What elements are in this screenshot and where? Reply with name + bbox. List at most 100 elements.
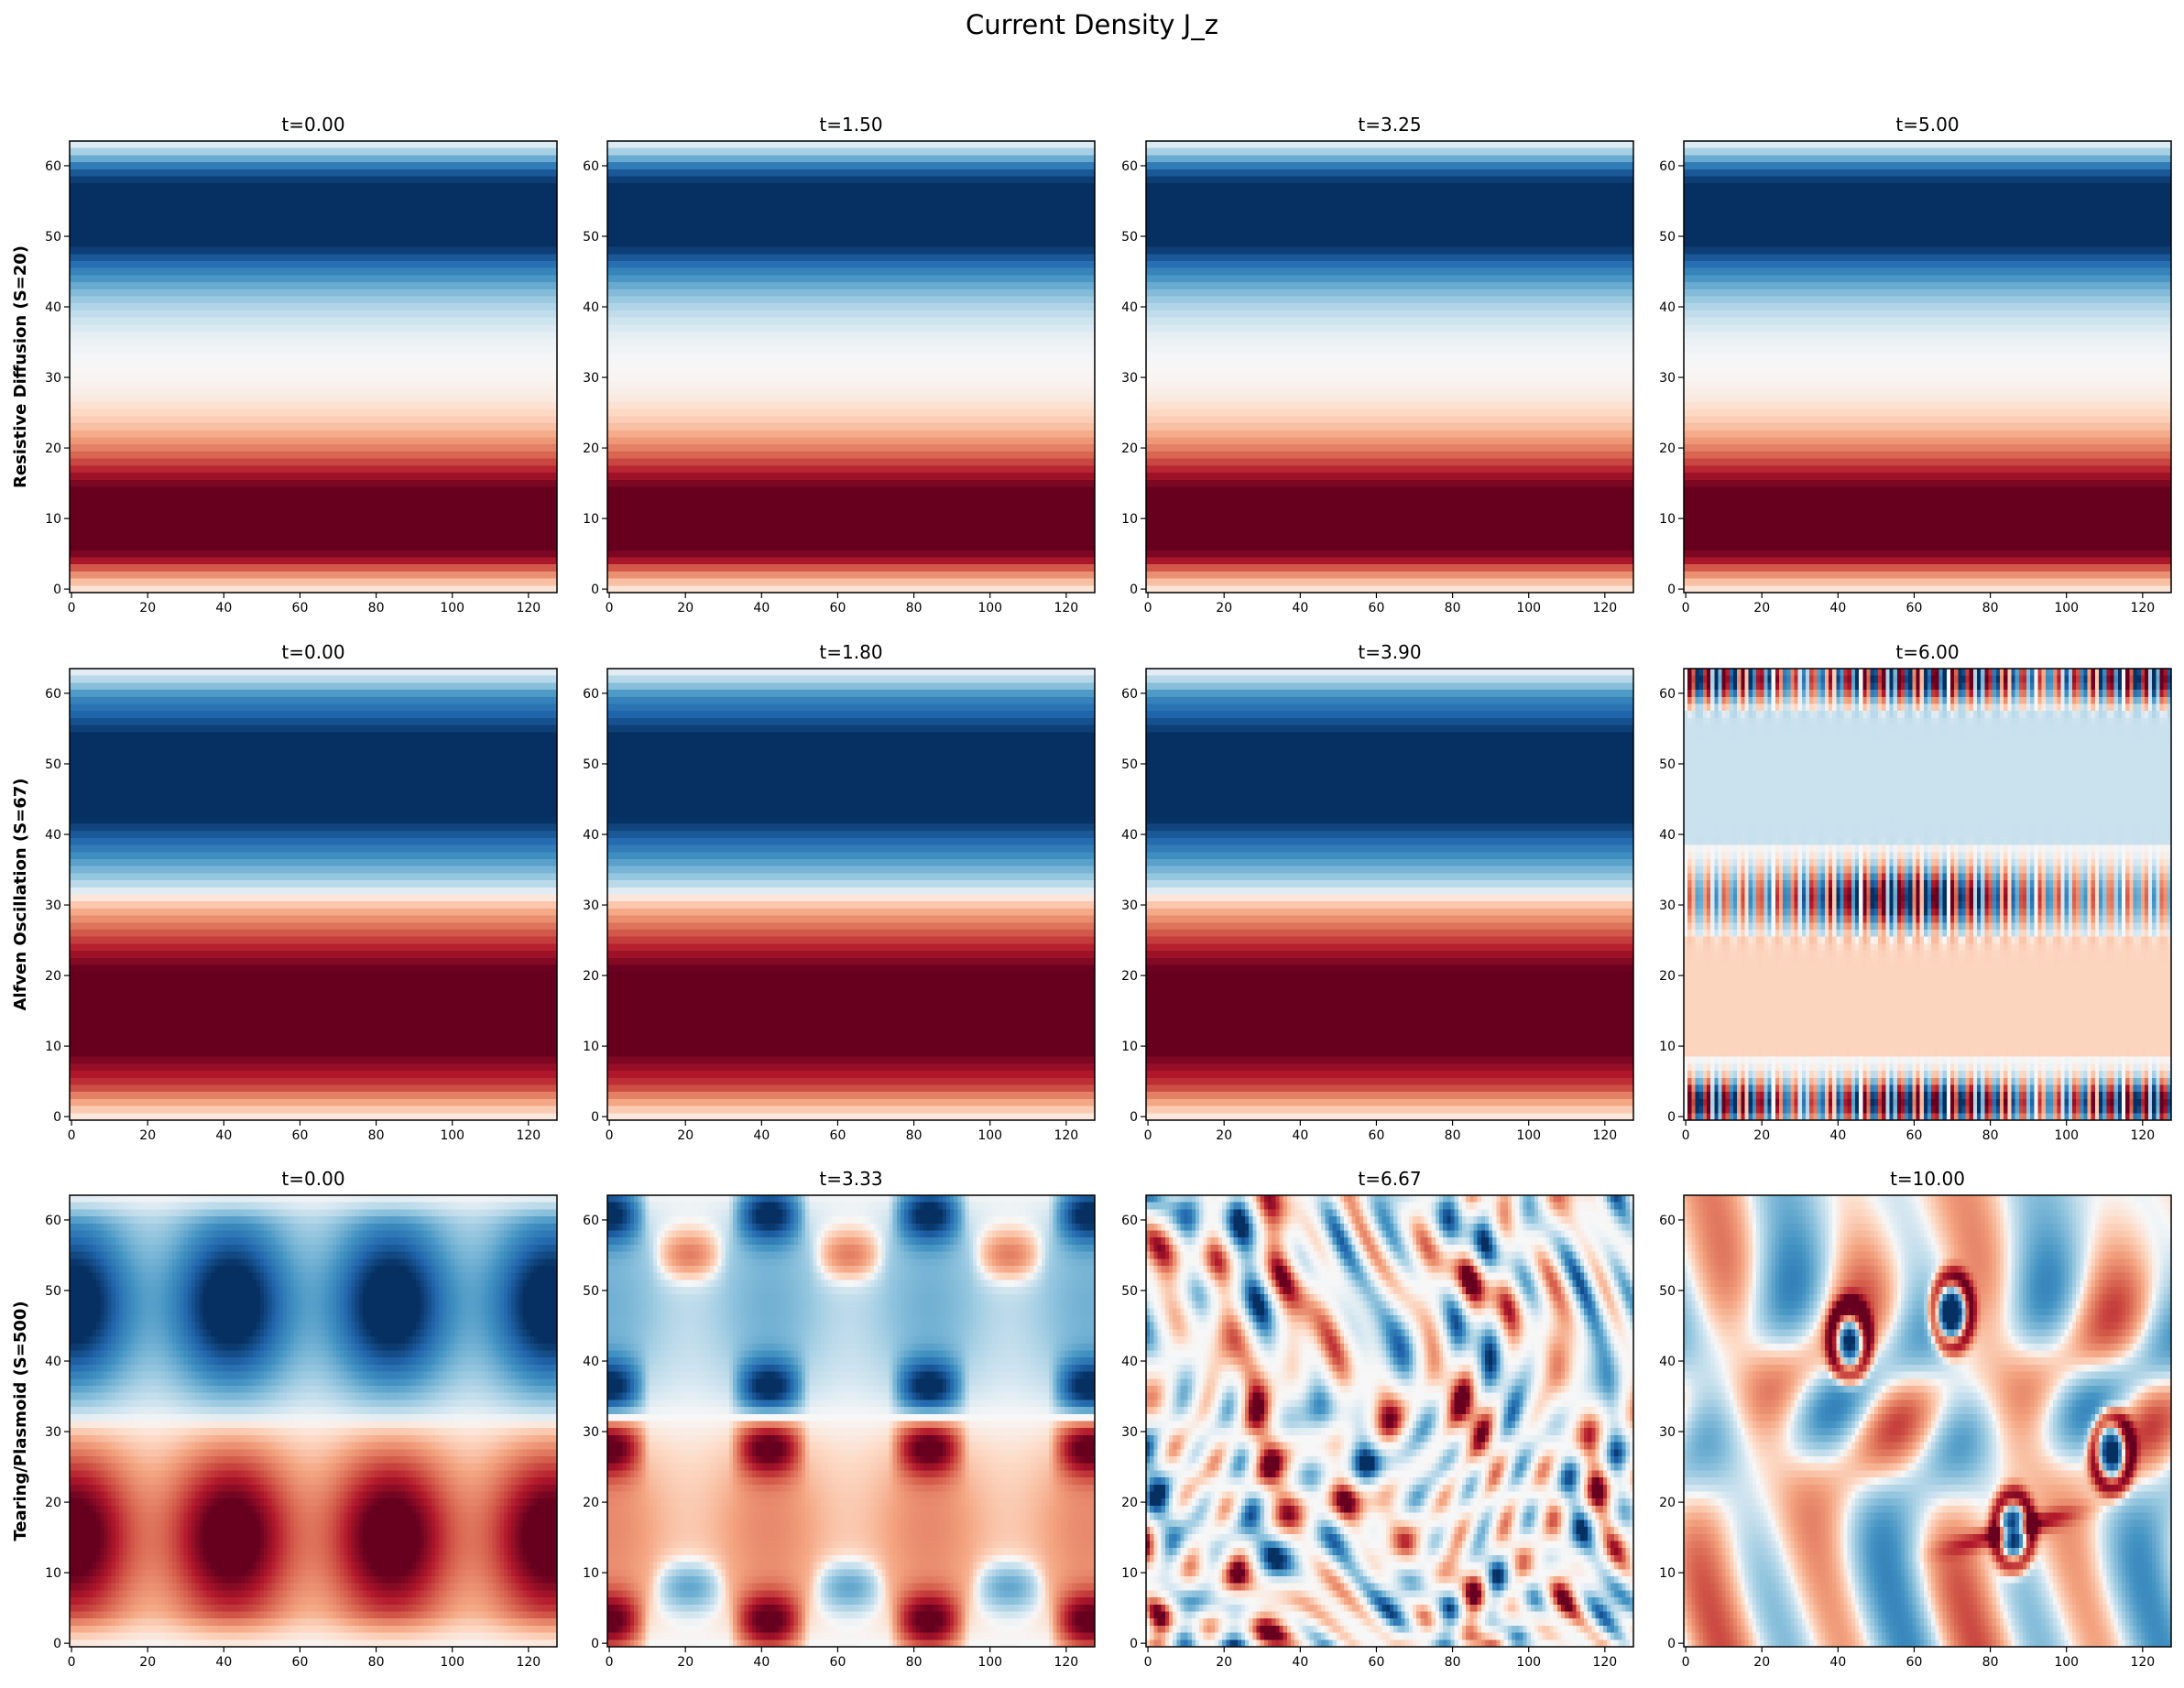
y-tick-label: 30: [583, 898, 599, 913]
x-tick-label: 100: [1516, 1128, 1541, 1143]
axes-frame: [1145, 1194, 1634, 1648]
panel-title: t=5.00: [1895, 114, 1959, 136]
panel-r0-c3: t=5.00 0 20 40 60 80 100 120 0 10 20 30 40 50 60: [1659, 114, 2172, 615]
x-tick-label: 60: [830, 1655, 846, 1670]
y-tick-label: 60: [1659, 687, 1676, 702]
y-tick-label: 0: [1667, 1110, 1676, 1125]
y-tick-label: 0: [591, 583, 599, 597]
y-tick-label: 50: [45, 230, 61, 245]
axes-frame: [1683, 1194, 2172, 1648]
x-tick-label: 40: [215, 601, 232, 615]
x-tick-label: 0: [1144, 601, 1152, 615]
x-tick-label: 60: [1906, 1128, 1923, 1143]
y-tick-label: 20: [583, 1496, 599, 1510]
y-tick-label: 30: [45, 371, 61, 386]
panel-title: t=0.00: [281, 1168, 344, 1190]
x-tick-label: 0: [606, 1128, 614, 1143]
y-tick-label: 40: [1121, 1355, 1138, 1369]
x-tick-label: 120: [516, 601, 541, 615]
y-tick-label: 20: [1659, 1496, 1676, 1510]
y-tick-label: 30: [1121, 371, 1138, 386]
x-tick-label: 120: [1592, 601, 1617, 615]
y-tick-label: 0: [1667, 583, 1676, 597]
y-tick-label: 60: [583, 159, 599, 174]
heatmap-image: [1684, 1195, 2171, 1647]
y-tick-label: 40: [583, 1355, 599, 1369]
y-tick-label: 0: [53, 1110, 61, 1125]
x-tick-label: 120: [516, 1655, 541, 1670]
x-tick-label: 100: [2054, 601, 2079, 615]
panel-title: t=1.50: [819, 114, 882, 136]
x-tick-label: 0: [1682, 1655, 1690, 1670]
x-tick-label: 0: [68, 601, 76, 615]
x-tick-label: 0: [1682, 601, 1690, 615]
panel-title: t=0.00: [281, 114, 344, 136]
y-tick-label: 10: [1659, 1566, 1676, 1581]
x-tick-label: 100: [2054, 1128, 2079, 1143]
y-tick-label: 40: [583, 828, 599, 843]
x-tick-label: 80: [1982, 1128, 1999, 1143]
panel-r0-c0: t=0.00 0 20 40 60 80 100 120 0 10 20 30 40 50 60: [45, 114, 558, 615]
y-tick-label: 30: [1659, 898, 1676, 913]
x-tick-label: 0: [68, 1655, 76, 1670]
y-tick-label: 50: [1659, 230, 1676, 245]
x-tick-label: 20: [677, 1655, 693, 1670]
y-tick-label: 50: [1121, 230, 1138, 245]
y-tick-label: 0: [53, 583, 61, 597]
y-tick-label: 50: [1659, 757, 1676, 772]
panel-title: t=10.00: [1890, 1168, 1965, 1190]
panel-r2-c2: t=6.67 0 20 40 60 80 100 120 0 10 20 30 40 50 60: [1121, 1168, 1634, 1670]
x-tick-label: 80: [368, 1128, 385, 1143]
panel-r2-c3: t=10.00 0 20 40 60 80 100 120 0 10 20 30 40 50 60: [1659, 1168, 2172, 1670]
y-tick-label: 20: [45, 969, 61, 984]
panel-title: t=6.00: [1895, 641, 1959, 663]
panel-title: t=3.90: [1358, 641, 1421, 663]
axes-frame: [69, 140, 558, 594]
x-tick-label: 120: [1054, 1655, 1078, 1670]
x-tick-label: 40: [1829, 1655, 1846, 1670]
x-tick-label: 60: [1906, 1655, 1923, 1670]
x-tick-label: 40: [1292, 601, 1308, 615]
axes-frame: [606, 140, 1096, 594]
panel-title: t=0.00: [281, 641, 344, 663]
y-tick-label: 20: [45, 1496, 61, 1510]
x-tick-label: 40: [753, 1128, 770, 1143]
x-tick-label: 120: [1054, 601, 1078, 615]
x-tick-label: 40: [1829, 601, 1846, 615]
y-tick-label: 10: [1659, 512, 1676, 527]
y-tick-label: 10: [1121, 1040, 1138, 1054]
x-tick-label: 120: [516, 1128, 541, 1143]
y-tick-label: 30: [45, 1425, 61, 1440]
y-tick-label: 30: [45, 898, 61, 913]
x-tick-label: 80: [906, 601, 923, 615]
x-tick-label: 20: [1216, 1128, 1232, 1143]
x-tick-label: 80: [1982, 601, 1999, 615]
y-tick-label: 60: [583, 687, 599, 702]
y-tick-label: 10: [45, 1566, 61, 1581]
y-tick-label: 10: [583, 1566, 599, 1581]
x-tick-label: 40: [1829, 1128, 1846, 1143]
x-tick-label: 40: [1292, 1655, 1308, 1670]
x-tick-label: 60: [1906, 601, 1923, 615]
y-tick-label: 30: [1121, 1425, 1138, 1440]
axes-frame: [1145, 140, 1634, 594]
y-tick-label: 50: [583, 1284, 599, 1299]
heatmap-image: [70, 669, 557, 1120]
y-tick-label: 10: [45, 512, 61, 527]
heatmap-image: [1684, 141, 2171, 593]
y-tick-label: 20: [45, 441, 61, 456]
y-tick-label: 20: [1121, 969, 1138, 984]
y-tick-label: 50: [1659, 1284, 1676, 1299]
y-tick-label: 60: [1121, 159, 1138, 174]
x-tick-label: 80: [906, 1128, 923, 1143]
panel-r1-c2: t=3.90 0 20 40 60 80 100 120 0 10 20 30 40 50 60: [1121, 641, 1634, 1143]
y-tick-label: 0: [1130, 583, 1138, 597]
x-tick-label: 40: [215, 1655, 232, 1670]
y-tick-label: 20: [1121, 1496, 1138, 1510]
y-tick-label: 60: [45, 687, 61, 702]
y-tick-label: 60: [1659, 159, 1676, 174]
axes-frame: [1683, 668, 2172, 1121]
y-tick-label: 40: [1121, 300, 1138, 315]
x-tick-label: 120: [2130, 601, 2155, 615]
